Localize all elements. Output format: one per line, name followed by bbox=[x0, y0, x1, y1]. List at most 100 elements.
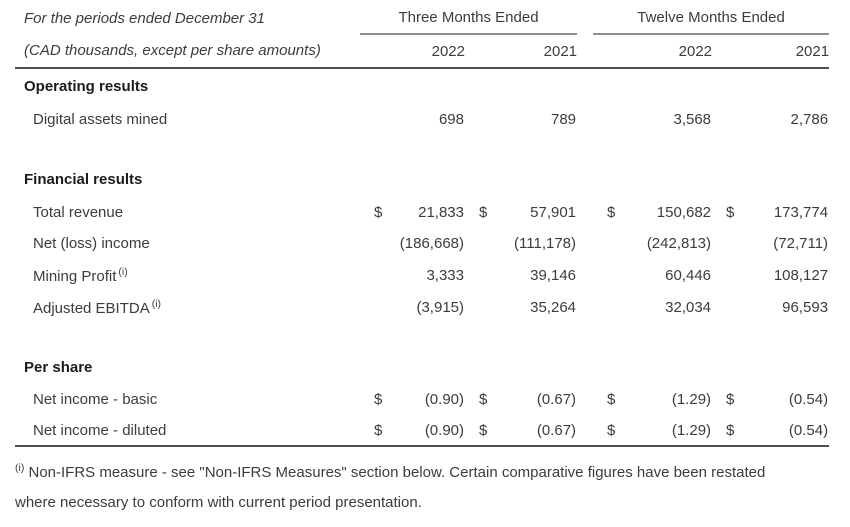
section-title-row: Financial results bbox=[15, 163, 829, 196]
column-gap bbox=[577, 291, 593, 323]
currency-cell bbox=[712, 104, 744, 135]
value-cell: 150,682 bbox=[656, 203, 712, 221]
column-gap bbox=[577, 104, 593, 135]
value-cell: 2,786 bbox=[790, 111, 829, 128]
row-label-text: Mining Profit bbox=[33, 267, 117, 285]
period-caption: For the periods ended December 31 bbox=[24, 9, 265, 27]
currency-cell bbox=[360, 228, 392, 259]
currency-cell: $ bbox=[712, 415, 745, 447]
currency-cell bbox=[712, 291, 744, 323]
value-cell: (0.67) bbox=[499, 415, 578, 447]
table-row: Net (loss) income (186,668) (111,178) (2… bbox=[15, 228, 829, 259]
column-gap bbox=[577, 228, 593, 259]
value-cell: 789 bbox=[551, 111, 577, 128]
section-title: Financial results bbox=[24, 171, 143, 188]
column-group-three-months: Three Months Ended bbox=[360, 2, 578, 35]
units-caption: (CAD thousands, except per share amounts… bbox=[15, 34, 360, 69]
currency-cell bbox=[593, 259, 628, 291]
currency-cell: $ bbox=[374, 391, 383, 408]
row-label-text: Net income - basic bbox=[33, 391, 158, 408]
column-gap bbox=[577, 384, 593, 415]
value-cell: (186,668) bbox=[399, 235, 464, 252]
currency-cell bbox=[593, 291, 628, 323]
value-cell: 698 bbox=[438, 111, 464, 128]
value-cell: 32,034 bbox=[665, 298, 712, 316]
footnote: (i) Non-IFRS measure - see "Non-IFRS Mea… bbox=[15, 453, 848, 518]
value-cell: (242,813) bbox=[646, 235, 712, 252]
section-title-row: Operating results bbox=[15, 68, 829, 104]
currency-cell: $ bbox=[607, 391, 616, 408]
row-label: Adjusted EBITDA (i) bbox=[15, 291, 360, 323]
table-row: Mining Profit (i) 3,333 39,146 60,446 108… bbox=[15, 259, 829, 291]
value-cell: 57,901 bbox=[530, 203, 577, 221]
currency-cell bbox=[360, 259, 392, 291]
table-row: Net income - diluted $ (0.90) $ (0.67) $… bbox=[15, 415, 830, 447]
value-cell: (0.67) bbox=[536, 391, 577, 408]
row-label-text: Adjusted EBITDA bbox=[33, 299, 150, 317]
column-gap bbox=[577, 415, 594, 447]
table-row: Net income - basic $ (0.90) $ (0.67) $ (… bbox=[15, 384, 829, 415]
value-cell: (1.29) bbox=[628, 415, 713, 447]
currency-cell: $ bbox=[593, 415, 629, 447]
value-cell: (0.90) bbox=[424, 391, 464, 408]
value-cell: (1.29) bbox=[671, 391, 712, 408]
currency-cell: $ bbox=[607, 203, 616, 221]
row-label-text: Total revenue bbox=[33, 203, 124, 221]
table-row: For the periods ended December 31 Three … bbox=[15, 2, 830, 35]
value-cell: 35,264 bbox=[530, 298, 577, 316]
spacer-row bbox=[15, 323, 829, 351]
row-label: Total revenue bbox=[15, 196, 360, 228]
value-cell: (0.90) bbox=[392, 415, 465, 447]
row-label: Net income - diluted bbox=[15, 415, 360, 447]
value-cell: (0.54) bbox=[744, 415, 830, 447]
column-gap bbox=[577, 34, 594, 69]
currency-cell bbox=[465, 259, 499, 291]
year-header: 2022 bbox=[360, 34, 465, 69]
row-label: Digital assets mined bbox=[15, 104, 360, 135]
currency-cell: $ bbox=[374, 203, 383, 221]
table-row: Total revenue $ 21,833 $ 57,901 $ 150,68… bbox=[15, 196, 829, 228]
currency-cell: $ bbox=[465, 415, 499, 447]
column-gap bbox=[577, 2, 593, 34]
currency-cell bbox=[360, 104, 392, 135]
section-title: Operating results bbox=[24, 78, 149, 95]
footnote-marker: (i) bbox=[118, 265, 128, 278]
currency-cell: $ bbox=[726, 391, 735, 408]
value-cell: 21,833 bbox=[418, 203, 464, 221]
footnote-text-line2: where necessary to conform with current … bbox=[15, 494, 422, 511]
value-cell: (111,178) bbox=[514, 235, 577, 252]
financial-summary-table: For the periods ended December 31 Three … bbox=[15, 2, 830, 447]
value-cell: (0.54) bbox=[788, 391, 829, 408]
currency-cell bbox=[465, 291, 499, 323]
row-label: Net (loss) income bbox=[15, 228, 360, 259]
footnote-marker: (i) bbox=[151, 297, 162, 310]
row-label-text: Net (loss) income bbox=[33, 235, 150, 252]
year-header: 2021 bbox=[465, 34, 578, 69]
currency-cell bbox=[593, 228, 628, 259]
value-cell: 39,146 bbox=[530, 266, 577, 284]
column-group-twelve-months: Twelve Months Ended bbox=[593, 2, 830, 35]
table-row: (CAD thousands, except per share amounts… bbox=[15, 34, 830, 69]
value-cell: 3,333 bbox=[426, 266, 464, 284]
currency-cell bbox=[360, 291, 392, 323]
table-row: Digital assets mined 698 789 3,568 2,786 bbox=[15, 104, 829, 135]
row-label: Net income - basic bbox=[15, 384, 360, 415]
row-label-text: Digital assets mined bbox=[33, 111, 168, 128]
footnote-marker: (i) bbox=[15, 462, 25, 474]
currency-cell: $ bbox=[479, 391, 488, 408]
value-cell: 96,593 bbox=[782, 298, 829, 316]
currency-cell bbox=[465, 104, 499, 135]
row-label-text: Net income - diluted bbox=[33, 421, 167, 439]
currency-cell: $ bbox=[479, 203, 488, 221]
row-label: Mining Profit (i) bbox=[15, 259, 360, 291]
value-cell: 173,774 bbox=[773, 203, 829, 221]
value-cell: 108,127 bbox=[773, 266, 829, 284]
year-header: 2022 bbox=[593, 34, 713, 69]
section-title: Per share bbox=[24, 359, 93, 376]
table-row: Adjusted EBITDA (i) (3,915) 35,264 32,034… bbox=[15, 291, 829, 323]
currency-cell bbox=[712, 228, 744, 259]
spacer-row bbox=[15, 135, 829, 163]
column-gap bbox=[577, 259, 593, 291]
currency-cell bbox=[593, 104, 628, 135]
